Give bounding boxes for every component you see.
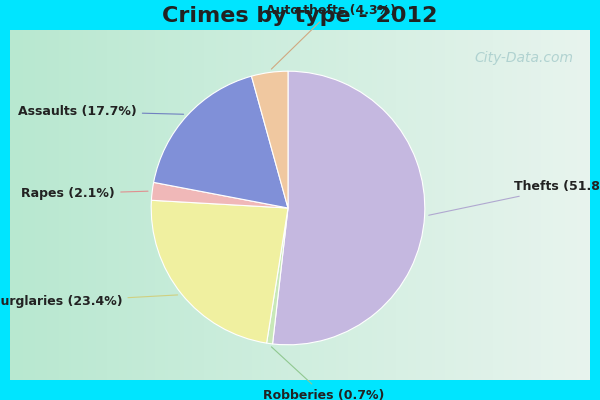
- Text: Rapes (2.1%): Rapes (2.1%): [22, 187, 148, 200]
- Text: Thefts (51.8%): Thefts (51.8%): [429, 180, 600, 215]
- Wedge shape: [251, 71, 288, 208]
- Wedge shape: [151, 200, 288, 343]
- Text: Assaults (17.7%): Assaults (17.7%): [18, 105, 184, 118]
- Wedge shape: [266, 208, 288, 344]
- Text: City-Data.com: City-Data.com: [475, 51, 574, 65]
- Text: Crimes by type - 2012: Crimes by type - 2012: [163, 6, 437, 26]
- Wedge shape: [154, 76, 288, 208]
- Text: Burglaries (23.4%): Burglaries (23.4%): [0, 295, 178, 308]
- Text: Auto thefts (4.3%): Auto thefts (4.3%): [266, 4, 396, 69]
- Wedge shape: [151, 182, 288, 208]
- Wedge shape: [272, 71, 425, 345]
- Text: Robberies (0.7%): Robberies (0.7%): [263, 347, 385, 400]
